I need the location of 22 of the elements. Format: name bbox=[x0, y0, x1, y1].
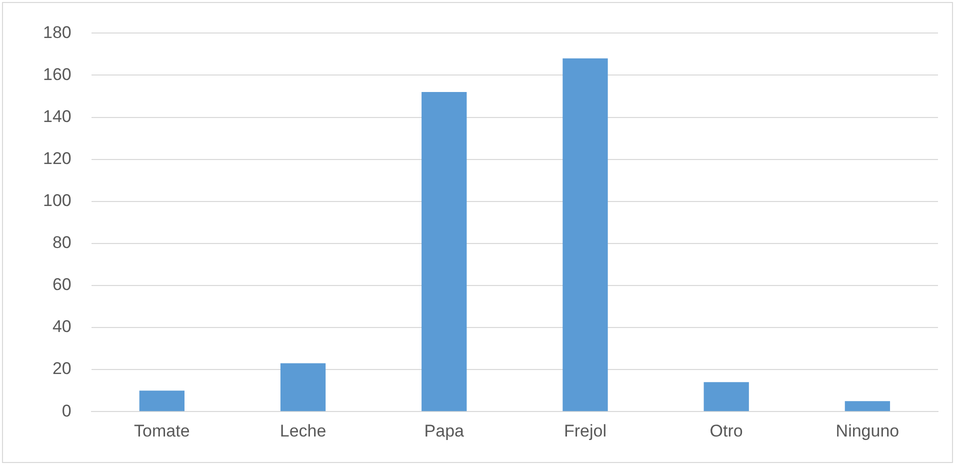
x-tick-label: Frejol bbox=[564, 421, 606, 440]
y-tick-label: 80 bbox=[52, 233, 72, 252]
y-tick-label: 100 bbox=[42, 191, 72, 210]
bar bbox=[422, 92, 467, 412]
bar bbox=[280, 363, 326, 412]
bar bbox=[704, 382, 749, 412]
x-tick-label: Papa bbox=[424, 421, 465, 440]
y-tick-label: 120 bbox=[42, 149, 72, 168]
y-tick-label: 160 bbox=[42, 64, 72, 84]
x-tick-label: Otro bbox=[710, 421, 743, 440]
y-tick-label: 60 bbox=[52, 275, 72, 294]
y-tick-label: 140 bbox=[42, 106, 72, 126]
x-tick-label: Ninguno bbox=[836, 421, 900, 440]
y-tick-label: 20 bbox=[52, 359, 72, 378]
bar bbox=[562, 58, 608, 412]
y-tick-label: 40 bbox=[52, 317, 72, 336]
y-tick-label: 180 bbox=[42, 22, 72, 42]
y-tick-label: 0 bbox=[62, 401, 72, 420]
bar bbox=[139, 390, 184, 412]
bar bbox=[844, 401, 890, 412]
x-tick-label: Tomate bbox=[134, 421, 190, 440]
x-tick-label: Leche bbox=[280, 421, 326, 440]
